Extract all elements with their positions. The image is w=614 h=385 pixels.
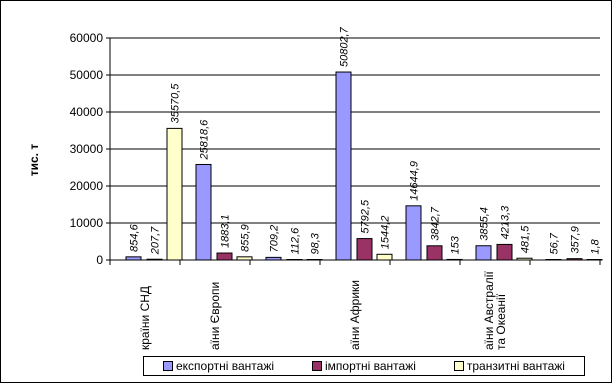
y-tick-label: 20000 [70,179,104,193]
data-label: 3842,7 [430,206,442,241]
data-label: 3855,4 [479,207,491,241]
y-axis-label: тис. т [27,144,41,177]
data-label: 14644,9 [409,161,421,201]
bar-2 [427,246,442,260]
y-tick-label: 40000 [70,105,104,119]
y-tick-label: 0 [96,253,103,267]
legend: експортні вантажі імпортні вантажі транзит… [143,356,585,376]
bar-3 [307,260,322,261]
category-label: аїни Європи [208,282,222,350]
category-labels: країни СНД аїни Європи аїни Африки аїни Авс… [138,271,508,350]
category-label: країни СНД [138,286,152,350]
data-label: 357,9 [570,226,582,254]
bar-3 [517,258,532,260]
bar-3 [167,128,182,260]
legend-item-1: експортні вантажі [163,359,274,373]
data-label: 112,6 [290,227,302,255]
legend-swatch [163,361,173,371]
data-label: 481,5 [520,225,532,253]
bar-3 [377,254,392,260]
data-label: 854,6 [129,223,141,251]
bar-2 [357,239,372,260]
data-label: 1883,1 [220,214,232,248]
data-label: 98,3 [310,232,322,254]
bar-3 [447,259,462,260]
legend-swatch [454,361,464,371]
bar-1 [406,206,421,260]
bar-2 [567,259,582,260]
legend-label: транзитні вантажі [467,359,565,373]
data-label: 1,8 [590,238,602,254]
bar-3 [587,260,602,261]
bar-1 [336,72,351,260]
bar-1 [196,164,211,260]
bar-2 [497,244,512,260]
data-label: 4213,3 [500,205,512,240]
legend-label: імпортні вантажі [325,359,416,373]
bar-1 [266,257,281,260]
data-label: 207,7 [150,226,162,255]
category-label: та Океанії [494,293,508,350]
legend-item-2: імпортні вантажі [312,359,416,373]
data-label: 153 [450,235,462,254]
bar-1 [476,246,491,260]
bar-1 [126,257,141,260]
y-tick-label: 50000 [70,68,104,82]
y-tick-label: 30000 [70,142,104,156]
data-label: 709,2 [269,225,281,253]
data-label: 5792,5 [360,199,372,234]
y-tick-label: 60000 [70,31,104,45]
data-label: 855,9 [240,224,252,252]
legend-swatch [312,361,322,371]
bar-2 [147,259,162,260]
bar-1 [546,260,561,261]
bar-2 [287,260,302,261]
legend-label: експортні вантажі [176,359,274,373]
data-label: 56,7 [549,232,561,254]
data-label: 1544,2 [380,216,392,250]
grid-lines [110,38,600,223]
data-label: 35570,5 [170,83,182,124]
category-label: аїни Африки [348,280,362,350]
bar-2 [217,253,232,260]
y-tick-label: 10000 [70,216,104,230]
data-label: 50802,7 [339,26,351,67]
bar-3 [237,257,252,260]
legend-item-3: транзитні вантажі [454,359,565,373]
data-label: 25818,6 [199,119,211,161]
